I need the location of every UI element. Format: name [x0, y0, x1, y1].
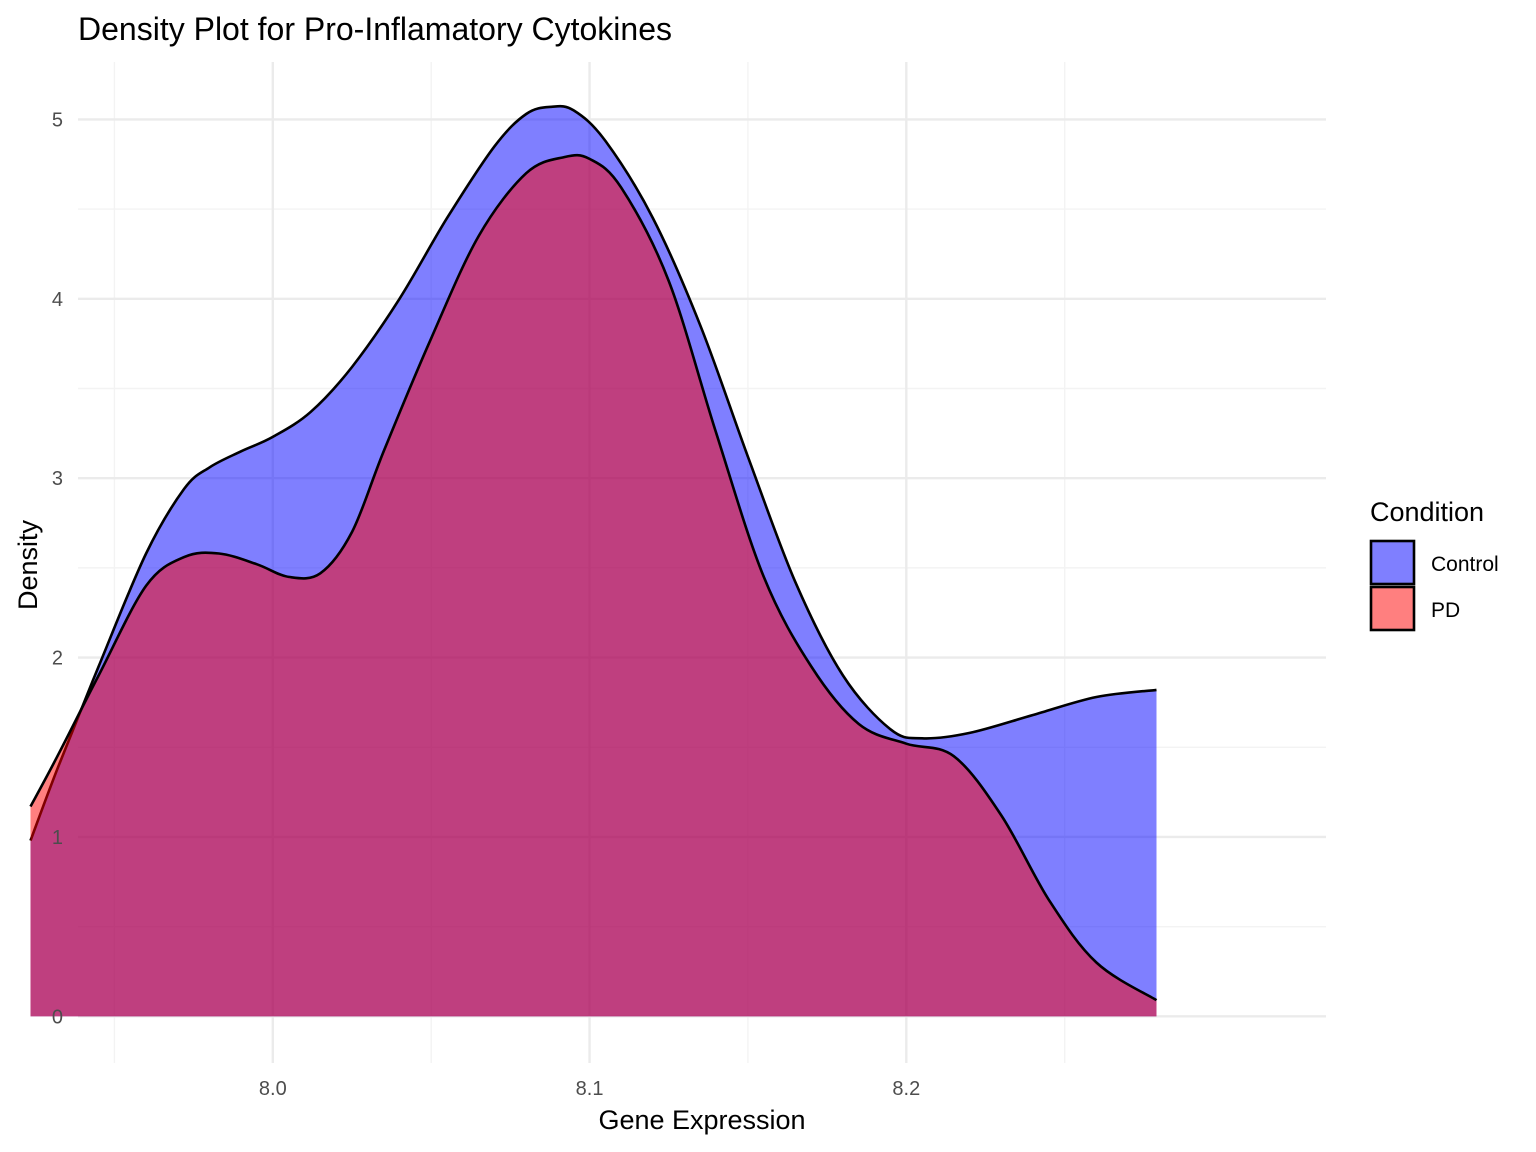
- x-axis-title: Gene Expression: [598, 1105, 805, 1135]
- x-tick-label: 8.0: [259, 1078, 287, 1100]
- x-axis-ticks: 8.0 8.1 8.2: [259, 1078, 920, 1100]
- density-area-pd: [30, 155, 1157, 1017]
- y-tick-label: 0: [52, 1006, 63, 1028]
- y-tick-label: 4: [52, 289, 63, 311]
- legend-swatch-control: [1369, 539, 1416, 586]
- legend-label-control: Control: [1431, 553, 1499, 576]
- legend-title: Condition: [1370, 497, 1484, 527]
- legend: Condition Control PD: [1369, 497, 1499, 632]
- legend-entries: Control PD: [1369, 539, 1499, 632]
- density-line-pd: [29, 153, 1158, 1002]
- density-areas: [29, 104, 1158, 1017]
- y-tick-label: 3: [52, 468, 63, 490]
- x-tick-label: 8.1: [576, 1078, 604, 1100]
- y-axis-title: Density: [13, 519, 43, 610]
- legend-label-pd: PD: [1431, 599, 1460, 622]
- y-tick-label: 1: [52, 827, 63, 849]
- chart-title: Density Plot for Pro-Inflamatory Cytokin…: [78, 11, 672, 47]
- y-axis-ticks: 0 1 2 3 4 5: [52, 109, 63, 1028]
- density-line-control: [29, 104, 1157, 842]
- x-tick-label: 8.2: [892, 1078, 920, 1100]
- y-tick-label: 5: [52, 109, 63, 131]
- y-tick-label: 2: [52, 648, 63, 670]
- legend-swatch-pd: [1369, 585, 1416, 632]
